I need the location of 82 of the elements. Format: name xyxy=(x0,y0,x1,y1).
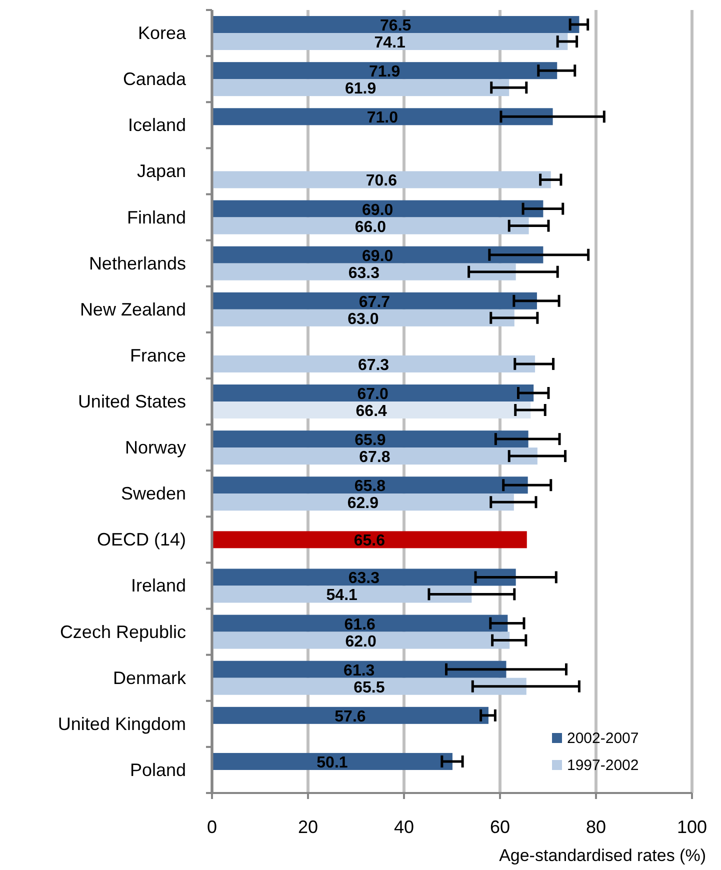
bar xyxy=(212,632,510,649)
data-label: 67.0 xyxy=(357,386,388,403)
bar xyxy=(212,62,558,80)
data-label: 71.0 xyxy=(366,110,398,127)
y-tick-label: Japan xyxy=(136,161,186,182)
data-label: 54.1 xyxy=(326,587,358,604)
y-tick-label: Korea xyxy=(138,23,187,44)
y-tick-label: Iceland xyxy=(128,115,186,136)
x-tick-label: 100 xyxy=(676,817,708,837)
bar xyxy=(212,752,452,770)
data-label: 62.0 xyxy=(345,633,376,650)
data-label: 57.6 xyxy=(334,708,366,726)
y-tick-label: United Kingdom xyxy=(58,714,186,734)
bar xyxy=(212,706,488,724)
bar xyxy=(212,660,506,678)
bar xyxy=(212,448,538,465)
data-label: 74.1 xyxy=(374,34,406,52)
bar xyxy=(212,476,528,494)
data-label: 63.0 xyxy=(348,310,379,328)
bar xyxy=(212,678,526,695)
bar xyxy=(212,171,551,188)
data-label: 70.6 xyxy=(366,172,398,190)
data-label: 76.5 xyxy=(380,18,412,35)
data-label: 66.4 xyxy=(356,403,388,420)
y-tick-label: Czech Republic xyxy=(60,622,186,642)
x-tick-label: 80 xyxy=(586,817,606,837)
data-label: 69.0 xyxy=(362,248,394,265)
bar xyxy=(212,79,510,96)
bar xyxy=(212,494,514,511)
legend-label: 1997-2002 xyxy=(567,757,639,774)
data-label: 61.9 xyxy=(344,80,376,98)
data-label: 65.5 xyxy=(354,679,385,696)
y-tick-label: OECD (14) xyxy=(96,530,186,550)
bar xyxy=(212,16,580,34)
y-tick-label: Sweden xyxy=(120,484,186,504)
x-tick-label: 60 xyxy=(490,817,510,837)
data-label: 63.3 xyxy=(348,264,380,282)
bar xyxy=(212,586,472,603)
bar xyxy=(212,33,568,50)
bar xyxy=(212,108,553,126)
bar xyxy=(212,531,527,548)
x-tick-label: 0 xyxy=(206,817,218,837)
y-tick-label: Denmark xyxy=(112,668,187,688)
legend-label: 2002-2007 xyxy=(567,730,639,747)
data-label: 66.0 xyxy=(354,218,386,236)
bar xyxy=(212,309,514,326)
y-tick-label: France xyxy=(130,345,186,366)
x-tick-label: 40 xyxy=(394,817,414,837)
bar xyxy=(212,263,516,280)
bar xyxy=(212,355,536,372)
data-label: 65.9 xyxy=(354,432,386,450)
data-label: 67.7 xyxy=(358,294,390,311)
data-label: 61.3 xyxy=(344,662,375,680)
data-label: 65.6 xyxy=(354,532,386,550)
bar xyxy=(212,246,544,264)
bar xyxy=(212,614,508,632)
y-tick-label: Netherlands xyxy=(88,253,186,274)
bar xyxy=(212,402,531,418)
data-label: 62.9 xyxy=(347,495,379,512)
y-tick-label: Finland xyxy=(126,207,186,228)
y-tick-label: Canada xyxy=(122,69,187,90)
bar xyxy=(212,384,534,402)
data-label: 67.3 xyxy=(358,356,390,374)
data-label: 71.9 xyxy=(368,64,400,81)
data-label: 65.8 xyxy=(354,478,386,496)
data-label: 69.0 xyxy=(362,202,394,219)
bar xyxy=(212,430,528,448)
data-label: 67.8 xyxy=(359,449,390,466)
bar xyxy=(212,200,544,218)
data-label: 63.3 xyxy=(348,570,380,588)
bar xyxy=(212,217,529,234)
bar xyxy=(212,568,516,586)
y-tick-label: Norway xyxy=(124,438,186,458)
y-tick-label: United States xyxy=(78,392,186,412)
bar xyxy=(212,292,537,310)
x-tick-label: 20 xyxy=(298,817,318,837)
x-axis-title: Age-standardised rates (%) xyxy=(499,846,706,865)
y-tick-label: Ireland xyxy=(130,576,186,596)
y-tick-label: New Zealand xyxy=(80,299,186,320)
data-label: 50.1 xyxy=(316,754,348,772)
y-tick-label: Poland xyxy=(130,760,186,780)
data-label: 61.6 xyxy=(344,616,376,634)
